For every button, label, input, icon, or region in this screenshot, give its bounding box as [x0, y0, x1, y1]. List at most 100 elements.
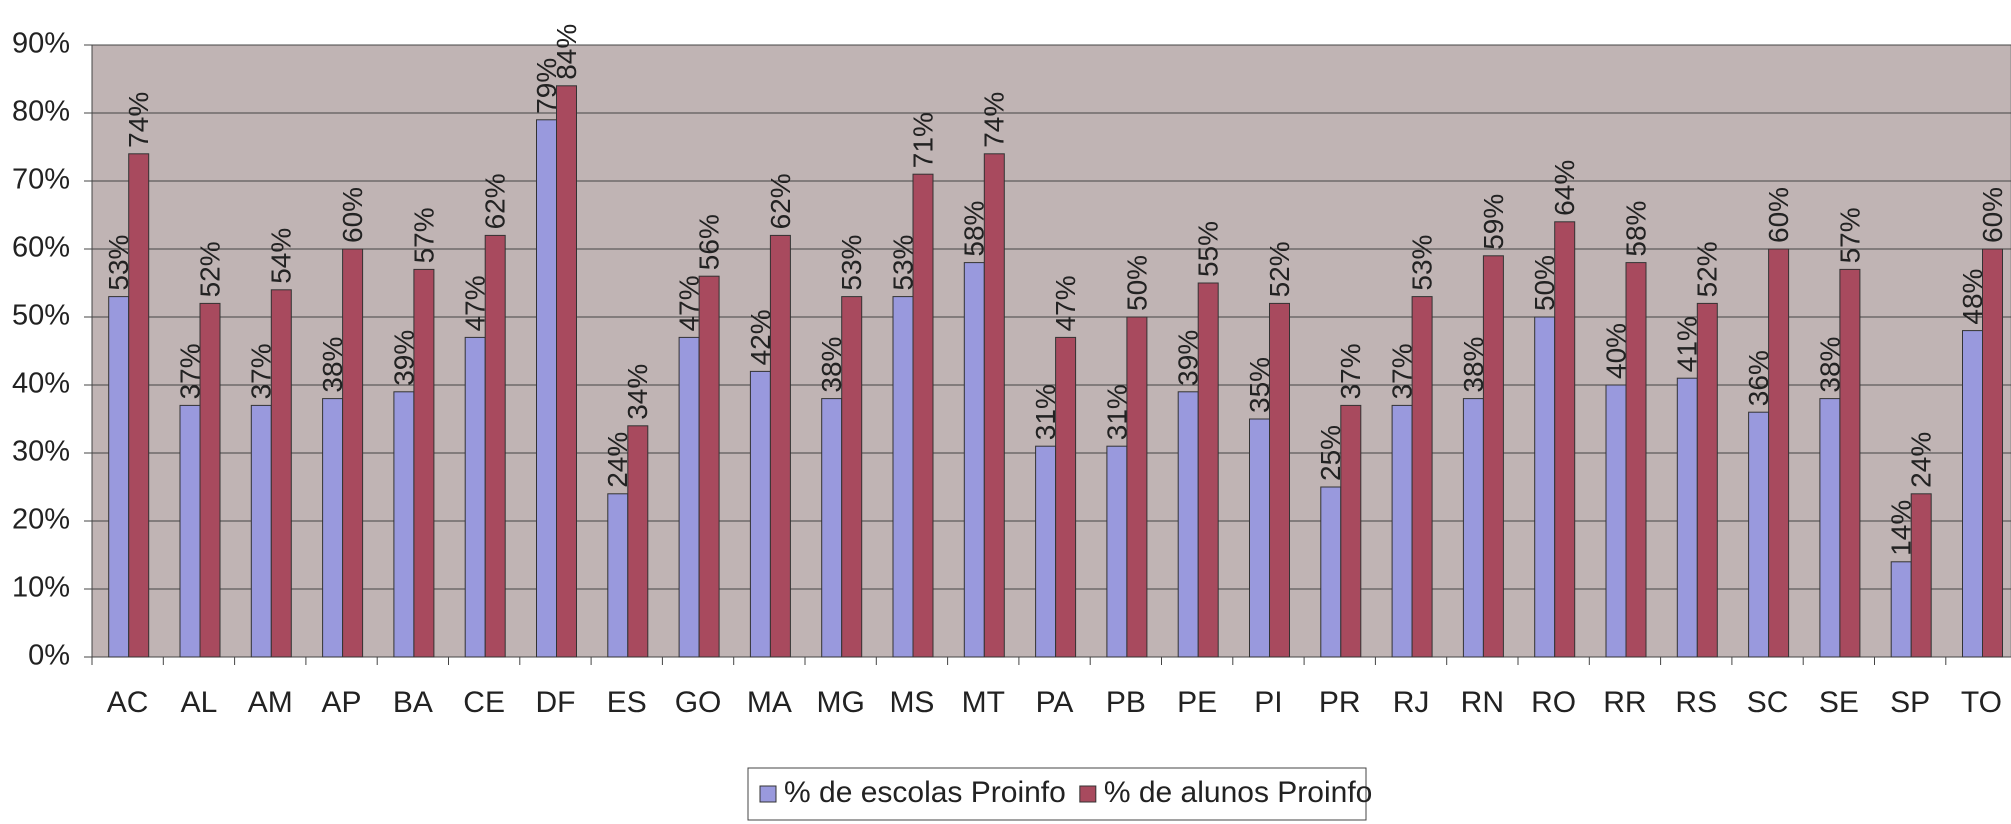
bar [1126, 316, 1148, 658]
bar [322, 398, 344, 658]
x-tick-label: SC [1747, 686, 1789, 719]
x-tick-label: RO [1531, 686, 1576, 719]
bar [892, 296, 914, 658]
x-tick-label: PE [1177, 686, 1217, 719]
bar [1554, 221, 1576, 658]
x-tick-label: MA [747, 686, 792, 719]
bar [1982, 248, 2003, 658]
x-tick-label: RJ [1393, 686, 1430, 719]
value-label: 37% [1335, 343, 1366, 399]
bar [128, 153, 150, 658]
bar [1249, 418, 1270, 658]
x-tick-label: PR [1319, 686, 1361, 719]
x-tick-label: MT [962, 686, 1005, 719]
value-label: 52% [194, 241, 225, 297]
value-label: 60% [1977, 187, 2008, 243]
bar [342, 248, 364, 658]
x-tick-label: AM [248, 686, 293, 719]
bar [250, 404, 272, 658]
value-label: 52% [1264, 241, 1295, 297]
legend-box [747, 767, 1367, 821]
bar [1625, 262, 1647, 658]
x-tick-label: PA [1036, 686, 1074, 719]
value-label: 60% [337, 187, 368, 243]
legend-swatch [1079, 785, 1097, 803]
bar [556, 85, 577, 658]
x-tick-label: AC [107, 686, 149, 719]
bar [769, 234, 791, 658]
value-label: 71% [907, 112, 938, 168]
legend-label: % de alunos Proinfo [1104, 776, 1373, 809]
bar [678, 336, 700, 658]
bar [393, 391, 415, 658]
x-tick-label: MS [889, 686, 934, 719]
value-label: 59% [1478, 194, 1509, 250]
bar [698, 275, 720, 658]
value-label: 64% [1549, 160, 1580, 216]
bar [1269, 302, 1290, 658]
x-tick-label: BA [393, 686, 433, 719]
bar [1340, 404, 1362, 658]
bar [1819, 398, 1841, 658]
value-label: 57% [1834, 207, 1865, 263]
bar [464, 336, 486, 658]
bar [484, 234, 506, 658]
bar [1482, 255, 1504, 658]
value-label: 74% [123, 92, 154, 148]
bar [1962, 330, 1983, 658]
bar [1177, 391, 1199, 658]
x-tick-label: GO [675, 686, 722, 719]
value-label: 54% [266, 228, 297, 284]
bar [413, 268, 435, 658]
bar [983, 153, 1005, 658]
y-tick-label: 10% [12, 572, 70, 604]
x-tick-label: RR [1603, 686, 1646, 719]
bar [1910, 493, 1932, 658]
bar [1391, 404, 1413, 658]
x-tick-label: MG [816, 686, 864, 719]
bar [108, 296, 130, 658]
bar [1106, 445, 1128, 658]
legend-swatch [759, 785, 777, 803]
bar [1676, 377, 1698, 658]
y-tick-label: 30% [12, 436, 70, 468]
bar [963, 262, 985, 658]
value-label: 50% [1121, 255, 1152, 311]
value-label: 56% [693, 214, 724, 270]
value-label: 84% [551, 24, 582, 80]
bar [199, 302, 221, 658]
value-label: 60% [1763, 187, 1794, 243]
y-tick-label: 70% [12, 164, 70, 196]
bar [627, 425, 649, 658]
bar [1605, 384, 1627, 658]
value-label: 53% [836, 235, 867, 291]
y-tick-label: 0% [28, 640, 70, 672]
x-tick-label: PI [1254, 686, 1282, 719]
bar [179, 404, 201, 658]
value-label: 52% [1692, 241, 1723, 297]
bar [1748, 411, 1770, 658]
bar [1320, 486, 1342, 658]
bar [841, 296, 863, 658]
value-label: 58% [1620, 201, 1651, 257]
value-label: 34% [622, 364, 653, 420]
value-label: 62% [765, 173, 796, 229]
x-tick-label: SP [1890, 686, 1930, 719]
bar [1768, 248, 1790, 658]
x-tick-label: CE [463, 686, 505, 719]
value-label: 53% [1406, 235, 1437, 291]
y-tick-label: 20% [12, 504, 70, 536]
value-label: 62% [480, 173, 511, 229]
legend-label: % de escolas Proinfo [784, 776, 1066, 809]
bar [1055, 336, 1077, 658]
x-tick-label: AL [181, 686, 218, 719]
bar [607, 493, 629, 658]
bar [1462, 398, 1484, 658]
bar [749, 370, 771, 658]
value-label: 57% [408, 207, 439, 263]
bar [1411, 296, 1433, 658]
bar [912, 173, 934, 658]
bar [1890, 561, 1912, 658]
